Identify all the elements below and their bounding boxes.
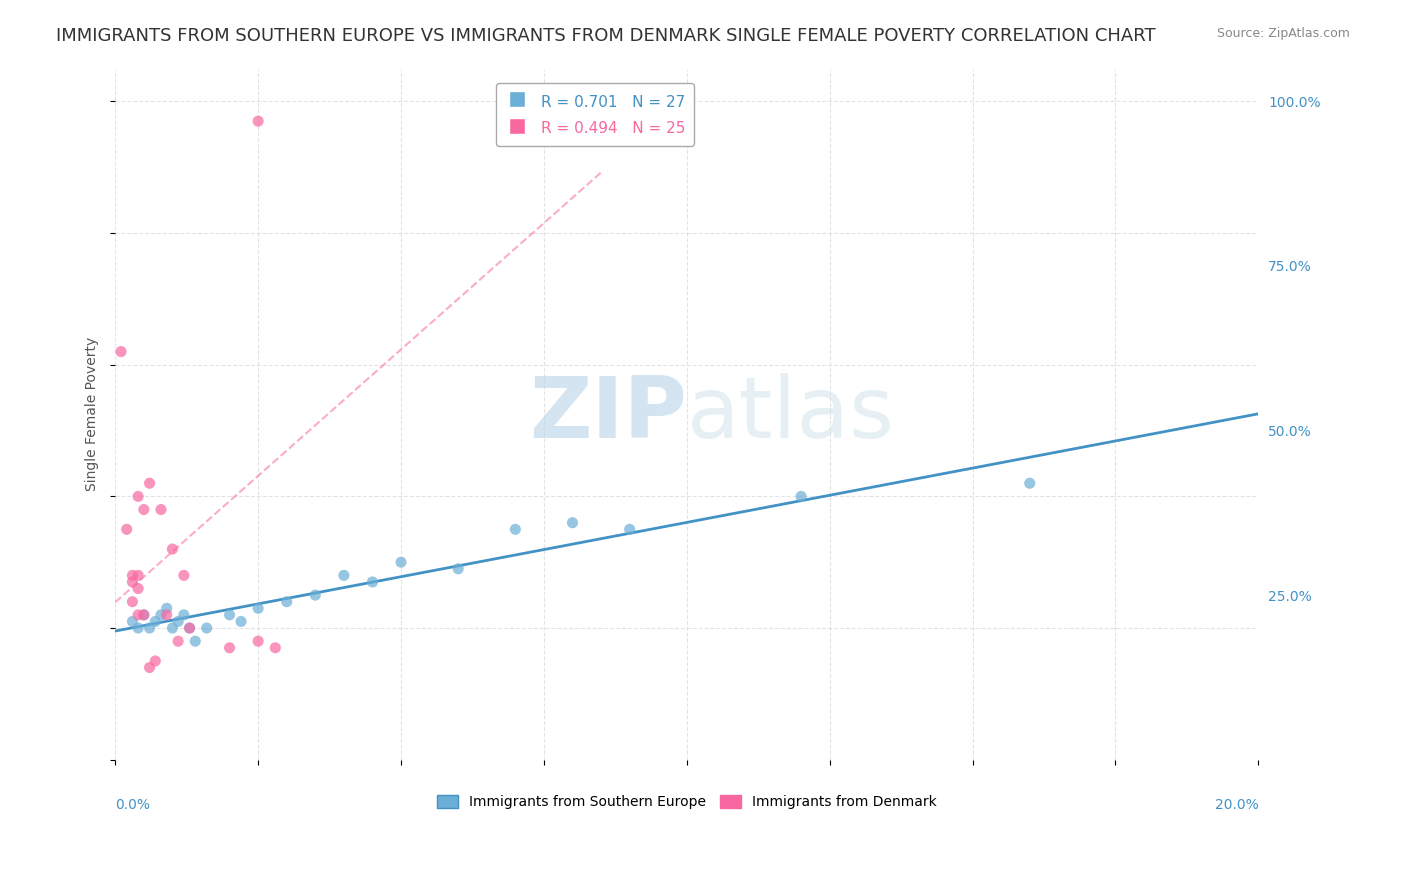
Text: Source: ZipAtlas.com: Source: ZipAtlas.com (1216, 27, 1350, 40)
Text: atlas: atlas (686, 373, 894, 456)
Point (115, 522, 138, 536)
Text: IMMIGRANTS FROM SOUTHERN EUROPE VS IMMIGRANTS FROM DENMARK SINGLE FEMALE POVERTY: IMMIGRANTS FROM SOUTHERN EUROPE VS IMMIG… (56, 27, 1156, 45)
Point (127, 582, 149, 596)
Point (276, 595, 298, 609)
Point (150, 502, 173, 516)
Text: 20.0%: 20.0% (1215, 797, 1258, 812)
Point (156, 607, 179, 622)
Point (127, 568, 149, 582)
Point (143, 615, 166, 629)
Point (156, 601, 179, 615)
Point (505, 522, 527, 536)
Point (247, 114, 270, 128)
Point (247, 634, 270, 648)
Point (790, 489, 813, 503)
Point (127, 489, 149, 503)
Point (361, 574, 384, 589)
Point (150, 607, 173, 622)
Point (138, 476, 160, 491)
Point (173, 607, 195, 622)
Point (127, 607, 149, 622)
Point (229, 615, 252, 629)
Point (195, 621, 218, 635)
Point (561, 114, 583, 128)
Point (247, 601, 270, 615)
Text: ZIP: ZIP (529, 373, 686, 456)
Point (162, 621, 184, 635)
Point (218, 640, 240, 655)
Point (447, 562, 470, 576)
Point (132, 607, 155, 622)
Point (143, 654, 166, 668)
Point (184, 634, 207, 648)
Point (179, 621, 201, 635)
Point (304, 588, 326, 602)
Legend: Immigrants from Southern Europe, Immigrants from Denmark: Immigrants from Southern Europe, Immigra… (432, 789, 942, 815)
Point (121, 615, 143, 629)
Point (121, 574, 143, 589)
Point (167, 615, 190, 629)
Point (167, 634, 190, 648)
Point (218, 607, 240, 622)
Point (110, 344, 132, 359)
Y-axis label: Single Female Poverty: Single Female Poverty (86, 337, 100, 491)
Point (264, 640, 287, 655)
Point (132, 607, 155, 622)
Point (138, 621, 160, 635)
Point (121, 568, 143, 582)
Point (561, 516, 583, 530)
Text: 0.0%: 0.0% (115, 797, 150, 812)
Point (121, 595, 143, 609)
Point (173, 568, 195, 582)
Point (1018, 476, 1040, 491)
Point (162, 542, 184, 557)
Point (138, 660, 160, 674)
Point (127, 621, 149, 635)
Point (132, 502, 155, 516)
Point (179, 621, 201, 635)
Point (619, 522, 641, 536)
Point (333, 568, 356, 582)
Point (389, 555, 412, 569)
